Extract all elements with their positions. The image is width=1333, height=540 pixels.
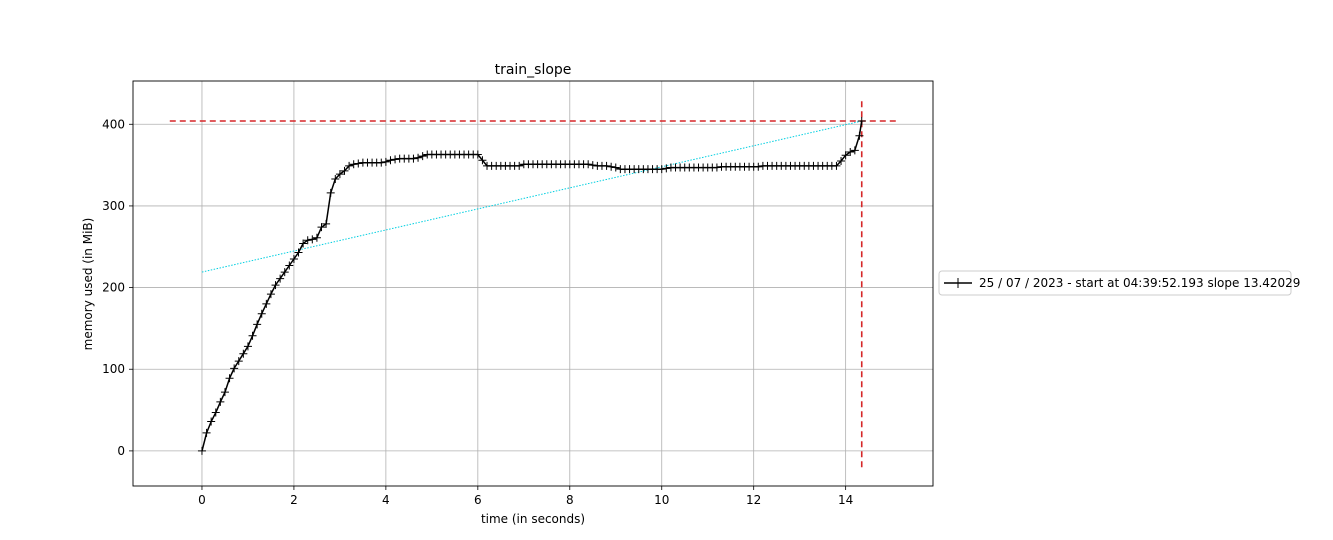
x-tick-label: 12 <box>746 493 761 507</box>
data-point <box>335 170 344 179</box>
data-point <box>478 156 487 165</box>
data-point <box>607 162 616 171</box>
grid <box>133 81 933 486</box>
x-tick-label: 10 <box>654 493 669 507</box>
data-point <box>253 320 262 329</box>
data-point <box>349 160 358 169</box>
data-point <box>285 261 294 270</box>
data-point <box>354 159 363 168</box>
data-point <box>381 157 390 166</box>
y-tick-label: 300 <box>102 199 125 213</box>
data-point <box>345 161 354 170</box>
y-tick-label: 100 <box>102 362 125 376</box>
data-point <box>299 239 308 248</box>
data-point <box>303 236 312 245</box>
y-tick-label: 0 <box>117 444 125 458</box>
data-point <box>386 156 395 165</box>
data-point <box>837 157 846 166</box>
data-point <box>266 290 275 299</box>
legend-entry-label: 25 / 07 / 2023 - start at 04:39:52.193 s… <box>979 276 1300 290</box>
data-point <box>754 162 763 171</box>
x-tick-label: 2 <box>290 493 298 507</box>
data-point <box>197 446 206 455</box>
data-point <box>243 342 252 351</box>
data-point <box>850 146 859 155</box>
chart-title: train_slope <box>495 62 572 78</box>
data-point <box>216 397 225 406</box>
y-tick-label: 400 <box>102 117 125 131</box>
x-tick-label: 4 <box>382 493 390 507</box>
data-point <box>211 408 220 417</box>
series <box>197 117 866 455</box>
data-point <box>239 349 248 358</box>
x-tick-label: 14 <box>838 493 853 507</box>
data-point <box>331 174 340 183</box>
data-point <box>220 388 229 397</box>
data-point <box>289 255 298 264</box>
legend-box <box>938 270 1292 296</box>
data-point <box>414 153 423 162</box>
data-point <box>657 165 666 174</box>
data-point <box>207 417 216 426</box>
data-point <box>276 274 285 283</box>
legend: 25 / 07 / 2023 - start at 04:39:52.193 s… <box>938 270 1300 296</box>
slope-line <box>201 120 862 273</box>
x-tick-label: 0 <box>198 493 206 507</box>
data-point <box>262 299 271 308</box>
data-point <box>418 152 427 161</box>
data-point <box>294 248 303 257</box>
data-point <box>322 219 331 228</box>
data-point <box>611 163 620 172</box>
data-point <box>248 331 257 340</box>
data-point <box>584 160 593 169</box>
data-point <box>340 166 349 175</box>
data-point <box>312 233 321 242</box>
data-point <box>308 235 317 244</box>
y-tick-label: 200 <box>102 281 125 295</box>
data-point <box>857 117 866 126</box>
data-point <box>317 223 326 232</box>
data-point <box>846 148 855 157</box>
x-tick-label: 8 <box>566 493 574 507</box>
data-point <box>409 154 418 163</box>
data-point <box>280 268 289 277</box>
data-point <box>391 155 400 164</box>
x-axis-label: time (in seconds) <box>481 512 585 526</box>
legend-marker-plus <box>953 278 963 288</box>
data-point <box>602 161 611 170</box>
data-point <box>588 161 597 170</box>
data-point <box>377 158 386 167</box>
data-point <box>832 161 841 170</box>
data-point <box>202 428 211 437</box>
reference-lines <box>169 98 897 468</box>
data-point <box>515 161 524 170</box>
data-point <box>473 150 482 159</box>
data-point <box>855 131 864 140</box>
plot-frame <box>132 80 934 487</box>
data-point <box>225 374 234 383</box>
data-point <box>841 151 850 160</box>
data-point <box>662 164 671 173</box>
data-point <box>234 357 243 366</box>
data-point <box>230 364 239 373</box>
data-point <box>271 281 280 290</box>
data-point <box>712 163 721 172</box>
ticks: 0 2 4 6 8 10 12 14 0 100 200 300 400 <box>102 117 853 507</box>
data-point <box>326 188 335 197</box>
y-axis-label: memory used (in MiB) <box>81 218 95 351</box>
x-tick-label: 6 <box>474 493 482 507</box>
data-point <box>257 309 266 318</box>
